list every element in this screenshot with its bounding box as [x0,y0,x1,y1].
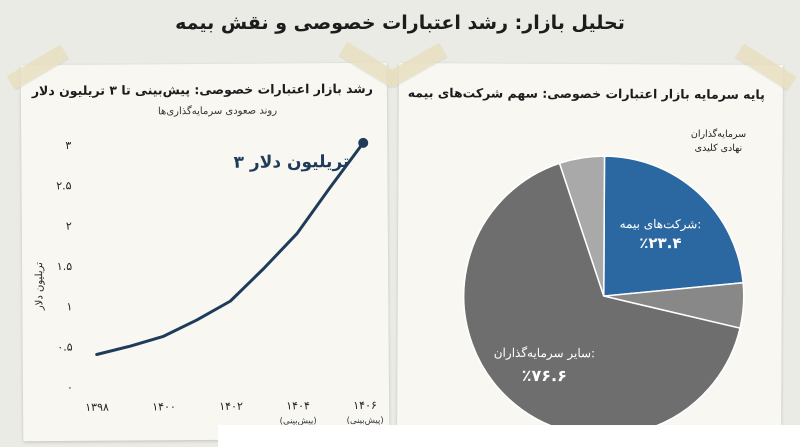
endpoint-annotation: ۳ تریلیون دلار [234,152,350,173]
others-slice-label: سایر سرمایه‌گذاران: [494,346,595,362]
callout-label: سرمایه‌گذاران [691,128,746,140]
insurance-slice-label: شرکت‌های بیمه: [620,217,702,232]
series-line [95,141,365,356]
line-chart: ۰ ۰.۵ ۱ ۱.۵ ۲ ۲.۵ ۳ ۱۳۹۸ ۱۴۰۰ ۱۴۰۲ ۱۴۰۴ (پیش‌بینی) ۱… [34,137,384,426]
y-axis-label: تریلیون دلار [34,262,45,311]
main-title: تحلیل بازار: رشد اعتبارات خصوصی و نقش بی… [175,12,625,34]
y-tick-label: ۱.۵ [57,260,72,273]
x-tick-label: ۱۴۰۰ [152,400,176,413]
x-tick-label: ۱۳۹۸ [85,401,109,414]
y-tick-label: ۳ [65,139,71,152]
x-tick-note: (پیش‌بینی) [347,416,384,426]
pie-chart-title: پایه سرمایه بازار اعتبارات خصوصی: سهم شر… [407,85,765,102]
others-slice-value: ٪۷۶.۶ [522,366,567,385]
tape-strip [385,42,447,88]
x-tick-label: ۱۴۰۲ [219,400,243,413]
endpoint-marker [358,137,369,148]
insurance-slice-value: ٪۲۳.۴ [639,234,681,252]
slice-insurance [603,155,744,297]
callout-label: نهادی کلیدی [695,143,743,154]
y-tick-label: ۰.۵ [57,341,72,354]
line-chart-card: رشد بازار اعتبارات خصوصی: پیش‌بینی تا ۳ … [6,41,401,442]
slice-others [463,162,741,437]
slice-minor-b [558,155,606,297]
bottom-strip [218,425,800,447]
y-tick-label: ۱ [66,300,72,313]
y-tick-label: ۲.۵ [56,179,71,192]
pie-chart: شرکت‌های بیمه: ٪۲۳.۴ سایر سرمایه‌گذاران: ٪۷… [463,128,746,437]
line-chart-subtitle: روند صعودی سرمایه‌گذاری‌ها [157,105,278,118]
y-tick-label: ۲ [66,220,72,233]
x-tick-label: ۱۴۰۶ [353,399,377,412]
line-chart-title: رشد بازار اعتبارات خصوصی: پیش‌بینی تا ۳ … [31,80,373,99]
x-tick-label: ۱۴۰۴ [286,399,310,412]
y-tick-label: ۰ [67,381,73,394]
tape-strip [735,43,797,91]
pie-chart-card: پایه سرمایه بازار اعتبارات خصوصی: سهم شر… [385,42,797,442]
x-tick-note: (پیش‌بینی) [280,416,317,426]
